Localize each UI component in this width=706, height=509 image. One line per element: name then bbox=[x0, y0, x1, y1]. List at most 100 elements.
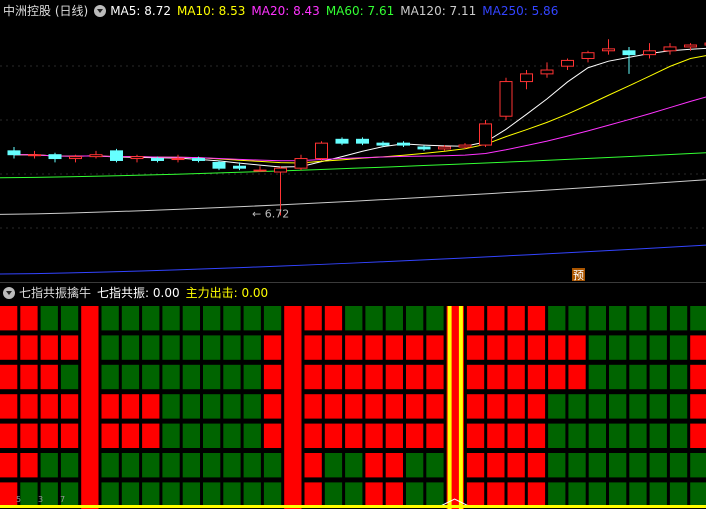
signal-cell bbox=[263, 423, 282, 448]
signal-cell bbox=[690, 335, 706, 360]
signal-cell bbox=[426, 306, 444, 331]
signal-cell bbox=[142, 306, 160, 331]
signal-cell bbox=[182, 482, 200, 507]
signal-cell bbox=[406, 306, 424, 331]
signal-cell bbox=[426, 423, 444, 448]
signal-cell bbox=[121, 482, 140, 507]
signal-cell bbox=[162, 453, 180, 478]
signal-cell bbox=[629, 394, 647, 419]
signal-cell bbox=[203, 423, 221, 448]
bottom-label: 5 bbox=[16, 495, 21, 504]
candle bbox=[540, 62, 554, 78]
signal-cell bbox=[20, 482, 38, 507]
signal-cell bbox=[101, 335, 119, 360]
signal-cell bbox=[182, 423, 200, 448]
signal-cell bbox=[60, 423, 79, 448]
candle bbox=[212, 160, 226, 171]
signal-cell bbox=[0, 453, 18, 478]
ma-legend-2: MA20: 8.43 bbox=[251, 3, 320, 18]
signal-cell bbox=[0, 364, 18, 390]
signal-cell bbox=[406, 394, 424, 419]
signal-cell bbox=[324, 453, 343, 478]
signal-cell bbox=[385, 482, 403, 507]
signal-cell bbox=[20, 453, 38, 478]
signal-cell bbox=[690, 423, 706, 448]
signal-cell bbox=[20, 394, 38, 419]
signal-cell bbox=[142, 394, 160, 419]
signal-cell bbox=[385, 453, 403, 478]
candle bbox=[561, 58, 574, 71]
signal-cell bbox=[101, 306, 119, 331]
signal-cell bbox=[142, 482, 160, 507]
signal-cell bbox=[40, 306, 58, 331]
signal-cell bbox=[0, 335, 18, 360]
signal-cell bbox=[243, 335, 261, 360]
signal-cell bbox=[324, 423, 343, 448]
signal-cell bbox=[101, 364, 119, 390]
signal-cell bbox=[527, 482, 546, 507]
signal-cell bbox=[406, 364, 424, 390]
candle bbox=[438, 145, 451, 151]
signal-cell bbox=[142, 364, 160, 390]
signal-cell bbox=[466, 482, 485, 507]
signal-cell bbox=[324, 335, 343, 360]
signal-column-full bbox=[284, 306, 302, 509]
signal-cell bbox=[568, 423, 586, 448]
signal-cell bbox=[629, 364, 647, 390]
signal-cell bbox=[40, 423, 58, 448]
signal-cell bbox=[20, 423, 38, 448]
signal-cell bbox=[263, 364, 282, 390]
signal-cell bbox=[162, 423, 180, 448]
signal-cell bbox=[385, 423, 403, 448]
signal-cell bbox=[669, 453, 688, 478]
signal-cell bbox=[304, 394, 322, 419]
signal-cell bbox=[243, 364, 261, 390]
signal-cell bbox=[629, 423, 647, 448]
candle bbox=[581, 50, 595, 63]
signal-cell bbox=[101, 423, 119, 448]
signal-cell bbox=[649, 453, 667, 478]
signal-cell bbox=[0, 394, 18, 419]
candle bbox=[28, 150, 41, 159]
signal-cell bbox=[669, 306, 688, 331]
chart-header: 中洲控股 (日线) MA5: 8.72 MA10: 8.53 MA20: 8.43 M… bbox=[0, 2, 706, 19]
candle bbox=[479, 120, 492, 147]
signal-cell bbox=[669, 335, 688, 360]
candle bbox=[233, 162, 246, 171]
signal-cell bbox=[101, 394, 119, 419]
signal-cell bbox=[466, 394, 485, 419]
candle bbox=[130, 154, 144, 163]
signal-cell bbox=[466, 306, 485, 331]
signal-cell bbox=[487, 453, 505, 478]
indicator-param-0: 七指共振: 0.00 bbox=[97, 286, 180, 300]
signal-cell bbox=[507, 394, 525, 419]
signal-cell bbox=[203, 335, 221, 360]
signal-cell bbox=[365, 306, 383, 331]
signal-cell bbox=[0, 423, 18, 448]
signal-cell bbox=[568, 453, 586, 478]
indicator-dropdown-icon[interactable] bbox=[3, 286, 15, 299]
ma-legend-5: MA250: 5.86 bbox=[482, 3, 559, 18]
signal-cell bbox=[40, 335, 58, 360]
candle bbox=[335, 137, 349, 146]
signal-cell bbox=[426, 482, 444, 507]
signal-cell bbox=[385, 364, 403, 390]
signal-cell bbox=[649, 364, 667, 390]
signal-cell bbox=[426, 364, 444, 390]
candle bbox=[315, 141, 328, 161]
signal-cell bbox=[629, 335, 647, 360]
price-chart[interactable]: ← 6.72 预 bbox=[0, 12, 706, 282]
signal-cell bbox=[142, 335, 160, 360]
signal-cell bbox=[345, 306, 363, 331]
candle bbox=[192, 156, 205, 163]
indicator-param-1: 主力出击: 0.00 bbox=[185, 286, 269, 300]
panel-divider[interactable] bbox=[0, 282, 706, 283]
signal-cell bbox=[243, 394, 261, 419]
candle bbox=[110, 148, 123, 163]
signal-cell bbox=[20, 335, 38, 360]
signal-cell bbox=[263, 335, 282, 360]
settings-dropdown-icon[interactable] bbox=[94, 4, 107, 17]
indicator-chart[interactable]: 5 3 7 bbox=[0, 302, 706, 509]
candle bbox=[274, 166, 287, 216]
candle bbox=[622, 46, 636, 74]
